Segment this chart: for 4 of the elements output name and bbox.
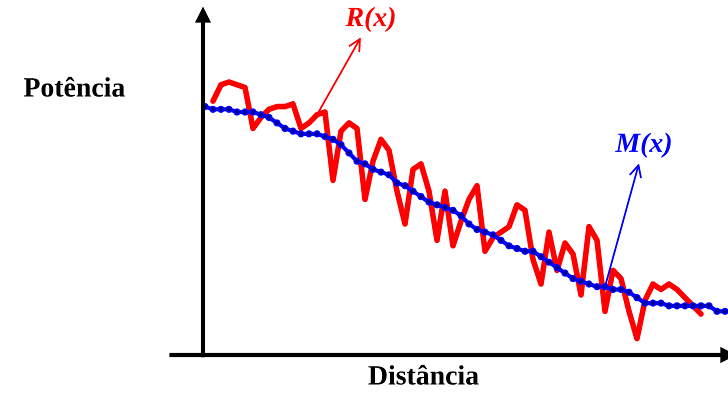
y-axis-title: Potência [24,76,125,97]
x-axis-title: Distância [368,364,479,385]
text: M(x) [615,132,671,158]
text: R(x) [346,6,395,32]
